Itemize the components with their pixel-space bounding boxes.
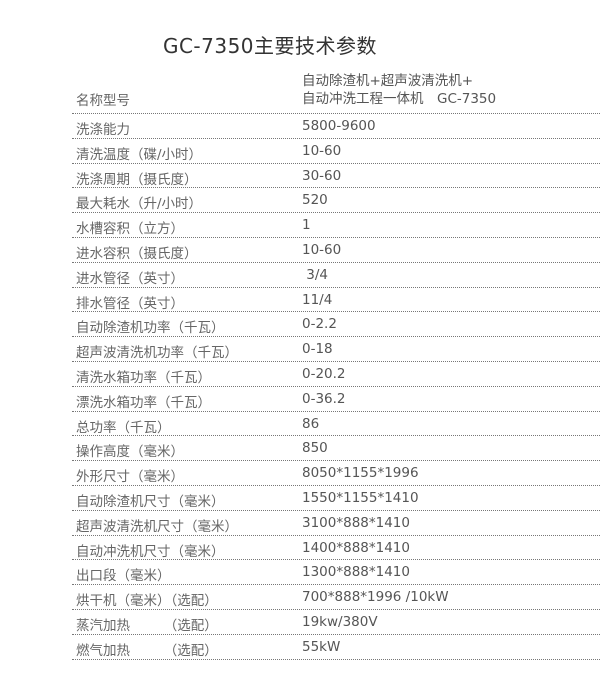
header-value-line1: 自动除渣机+超声波清洗机+ <box>302 73 474 89</box>
table-row: 漂洗水箱功率（千瓦） 0-36.2 <box>72 387 600 412</box>
row-label: 自动除渣机功率（千瓦） <box>76 320 225 337</box>
page-title: GC-7350主要技术参数 <box>162 34 378 58</box>
table-row: 洗涤能力 5800-9600 <box>72 114 600 139</box>
row-value: 10-60 <box>302 142 342 159</box>
row-value: 1 <box>302 217 311 234</box>
row-value: 30-60 <box>302 167 342 184</box>
header-value-line2: 自动冲洗工程一体机 GC-7350 <box>302 91 497 107</box>
table-row: 清洗温度（碟/小时） 10-60 <box>72 139 600 164</box>
row-value: 700*888*1996 /10kW <box>302 589 449 606</box>
table-row: 燃气加热 （选配） 55kW <box>72 635 600 660</box>
table-row: 水槽容积（立方） 1 <box>72 213 600 238</box>
row-label: 超声波清洗机尺寸（毫米） <box>76 518 238 535</box>
row-value: 0-20.2 <box>302 365 346 382</box>
table-header-row: 名称型号 自动除渣机+超声波清洗机+ 自动冲洗工程一体机 GC-7350 <box>72 70 600 114</box>
row-label: 进水管径（英寸） <box>76 270 184 287</box>
table-row: 最大耗水（升/小时） 520 <box>72 188 600 214</box>
row-label: 漂洗水箱功率（千瓦） <box>76 394 211 411</box>
row-label: 操作高度（毫米） <box>76 444 184 461</box>
row-value: 11/4 <box>302 291 333 308</box>
table-row: 超声波清洗机功率（千瓦） 0-18 <box>72 337 600 362</box>
table-row: 外形尺寸（毫米） 8050*1155*1996 <box>72 461 600 486</box>
table-row: 进水容积（摄氏度） 10-60 <box>72 238 600 263</box>
table-row: 自动除渣机功率（千瓦） 0-2.2 <box>72 312 600 338</box>
table-row: 自动除渣机尺寸（毫米） 1550*1155*1410 <box>72 486 600 511</box>
row-value: 0-36.2 <box>302 390 346 407</box>
row-label: 自动冲洗机尺寸（毫米） <box>76 543 225 560</box>
table-row: 操作高度（毫米） 850 <box>72 436 600 462</box>
row-label: 外形尺寸（毫米） <box>76 469 184 486</box>
spec-table: 名称型号 自动除渣机+超声波清洗机+ 自动冲洗工程一体机 GC-7350 洗涤能… <box>72 70 600 660</box>
row-label: 清洗水箱功率（千瓦） <box>76 369 211 386</box>
row-label: 洗涤能力 <box>76 122 130 138</box>
row-value: 55kW <box>302 638 341 655</box>
table-body: 洗涤能力 5800-9600 清洗温度（碟/小时） 10-60 洗涤周期（摄氏度） 30-… <box>72 114 600 660</box>
row-value: 10-60 <box>302 241 342 258</box>
row-label: 自动除渣机尺寸（毫米） <box>76 493 225 510</box>
row-label: 总功率（千瓦） <box>76 419 171 436</box>
header-value: 自动除渣机+超声波清洗机+ 自动冲洗工程一体机 GC-7350 <box>302 72 496 108</box>
table-row: 蒸汽加热 （选配） 19kw/380V <box>72 610 600 635</box>
row-label: 超声波清洗机功率（千瓦） <box>76 345 238 362</box>
row-label: 进水容积（摄氏度） <box>76 245 198 262</box>
row-label: 排水管径（英寸） <box>76 295 184 312</box>
row-value: 3100*888*1410 <box>302 514 410 531</box>
table-row: 超声波清洗机尺寸（毫米） 3100*888*1410 <box>72 511 600 536</box>
row-value: 520 <box>302 192 328 209</box>
header-label: 名称型号 <box>76 93 130 109</box>
row-label: 燃气加热 （选配） <box>76 642 218 659</box>
table-row: 进水管径（英寸） 3/4 <box>72 263 600 288</box>
row-value: 8050*1155*1996 <box>302 465 419 482</box>
row-value: 1550*1155*1410 <box>302 489 419 506</box>
row-label: 最大耗水（升/小时） <box>76 196 203 213</box>
table-row: 清洗水箱功率（千瓦） 0-20.2 <box>72 362 600 387</box>
row-label: 清洗温度（碟/小时） <box>76 146 203 163</box>
row-value: 5800-9600 <box>302 118 376 134</box>
row-value: 1400*888*1410 <box>302 539 410 556</box>
table-row: 自动冲洗机尺寸（毫米） 1400*888*1410 <box>72 536 600 561</box>
row-label: 洗涤周期（摄氏度） <box>76 171 198 188</box>
table-row: 排水管径（英寸） 11/4 <box>72 288 600 313</box>
row-label: 烘干机（毫米）（选配） <box>76 593 218 610</box>
row-value: 86 <box>302 415 320 432</box>
row-label: 蒸汽加热 （选配） <box>76 617 218 634</box>
table-row: 烘干机（毫米）（选配） 700*888*1996 /10kW <box>72 585 600 610</box>
table-row: 洗涤周期（摄氏度） 30-60 <box>72 164 600 189</box>
row-value: 1300*888*1410 <box>302 564 410 581</box>
row-value: 850 <box>302 440 328 457</box>
row-value: 0-18 <box>302 341 333 358</box>
row-value: 19kw/380V <box>302 613 378 630</box>
row-value: 3/4 <box>302 266 329 283</box>
table-row: 总功率（千瓦） 86 <box>72 412 600 437</box>
row-label: 出口段（毫米） <box>76 568 171 585</box>
row-label: 水槽容积（立方） <box>76 221 184 238</box>
row-value: 0-2.2 <box>302 316 337 333</box>
table-row: 出口段（毫米） 1300*888*1410 <box>72 560 600 586</box>
